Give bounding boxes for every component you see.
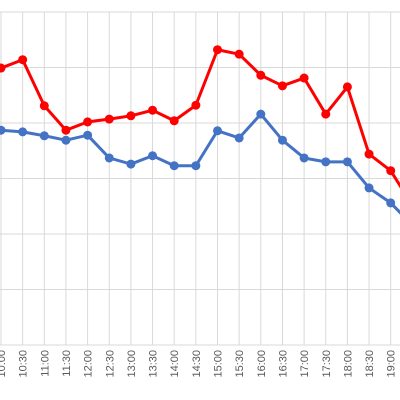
- x-tick-label: 18:00: [342, 350, 354, 378]
- data-point: [213, 45, 222, 55]
- data-point: [277, 81, 287, 91]
- x-tick-label: 17:30: [321, 350, 333, 378]
- data-point: [256, 70, 266, 80]
- data-point: [364, 149, 374, 159]
- data-point: [61, 125, 71, 135]
- data-point: [148, 105, 158, 115]
- x-tick-label: 11:00: [39, 350, 51, 377]
- data-point: [83, 130, 93, 140]
- x-tick-label: 19:00: [386, 350, 398, 378]
- data-point: [213, 126, 222, 136]
- data-point: [299, 153, 309, 163]
- data-point: [386, 198, 396, 208]
- data-point: [191, 161, 201, 171]
- series-line: [0, 112, 400, 215]
- data-point: [126, 111, 136, 121]
- data-point: [18, 127, 28, 137]
- x-tick-label: 12:30: [104, 350, 116, 378]
- x-tick-label: 14:30: [191, 350, 203, 378]
- data-point: [61, 135, 71, 145]
- data-point: [104, 153, 114, 163]
- x-tick-label: 10:30: [18, 350, 30, 378]
- x-tick-label: 13:30: [148, 350, 160, 378]
- data-point: [321, 157, 331, 167]
- x-tick-label: 16:30: [277, 350, 289, 378]
- data-point: [126, 159, 136, 169]
- series-line: [0, 48, 400, 189]
- data-point: [234, 133, 244, 143]
- data-point: [364, 183, 374, 193]
- data-point: [39, 101, 49, 111]
- data-point: [342, 82, 352, 92]
- data-point: [169, 161, 179, 171]
- x-tick-label: 15:00: [213, 350, 225, 378]
- x-tick-label: 12:00: [83, 350, 95, 378]
- data-point: [169, 116, 179, 126]
- data-point: [0, 125, 6, 135]
- data-point: [256, 109, 266, 119]
- data-point: [39, 131, 49, 141]
- data-point: [386, 166, 396, 176]
- x-tick-label: 18:30: [364, 350, 376, 378]
- x-tick-label: 13:00: [126, 350, 138, 378]
- data-point: [299, 73, 309, 83]
- data-point: [0, 63, 6, 73]
- x-tick-label: 15:30: [234, 350, 246, 378]
- data-point: [18, 55, 28, 65]
- data-point: [321, 109, 331, 119]
- data-point: [104, 114, 114, 124]
- data-point: [342, 157, 352, 167]
- data-point: [191, 100, 201, 110]
- data-point: [148, 151, 158, 161]
- x-tick-label: 11:30: [61, 350, 73, 377]
- data-point: [83, 117, 93, 127]
- data-point: [234, 49, 244, 59]
- x-tick-label: 14:00: [169, 350, 181, 378]
- data-point: [277, 135, 287, 145]
- x-tick-label: 17:00: [299, 350, 311, 378]
- x-tick-label: 16:00: [256, 350, 268, 378]
- x-tick-label: 10:00: [0, 350, 8, 378]
